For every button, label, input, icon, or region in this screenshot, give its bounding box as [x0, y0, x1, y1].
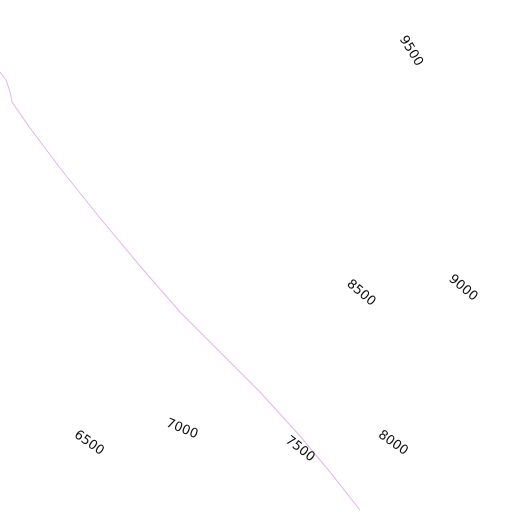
route-line [0, 71, 361, 511]
